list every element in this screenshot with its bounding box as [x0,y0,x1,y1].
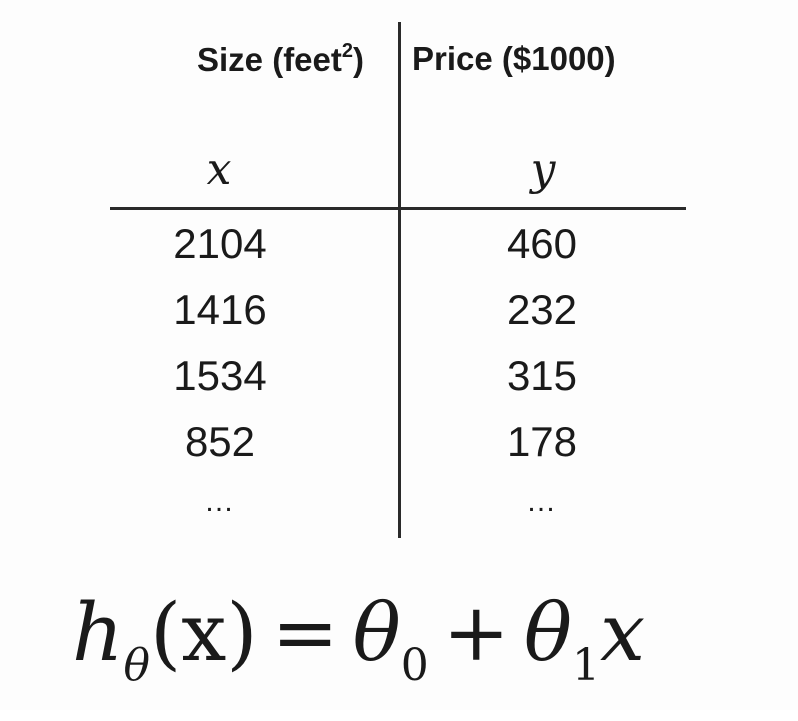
size-column-header: Size (feet2) [110,40,364,79]
table-cell: 460 [506,220,578,267]
formula-argument: (x) [150,586,258,679]
formula-theta1: θ [523,586,572,679]
formula-theta0: θ [352,586,401,679]
size-header-close: ) [353,41,364,78]
size-variable: x [206,144,232,195]
formula-h: h [72,586,124,679]
table-horizontal-divider [110,207,686,210]
size-header-text: Size (feet [197,41,342,78]
table-cell: 315 [506,352,578,399]
table-cell: 1534 [173,352,267,399]
price-values-list: 460 232 315 178 [397,218,687,482]
table-vertical-divider [398,22,401,538]
formula-h-subscript: θ [123,640,151,691]
table-cell: 178 [506,418,578,465]
table-cell: 2104 [173,220,267,267]
hypothesis-formula: hθ(x) = θ0 + θ1x [72,578,722,691]
table-cell: 852 [184,418,256,465]
formula-equals: = [271,586,339,679]
size-header-exponent: 2 [341,40,353,62]
price-ellipsis: … [526,485,558,518]
size-ellipsis: … [204,485,236,518]
price-variable: y [530,144,556,195]
table-cell: 232 [506,286,578,333]
formula-sub1: 1 [571,640,600,691]
price-column-header: Price ($1000) [412,40,616,77]
size-values-list: 2104 1416 1534 852 [75,218,365,482]
formula-plus: + [442,586,510,679]
table-cell: 1416 [173,286,267,333]
formula-sub0: 0 [400,640,429,691]
formula-x: x [599,586,646,679]
